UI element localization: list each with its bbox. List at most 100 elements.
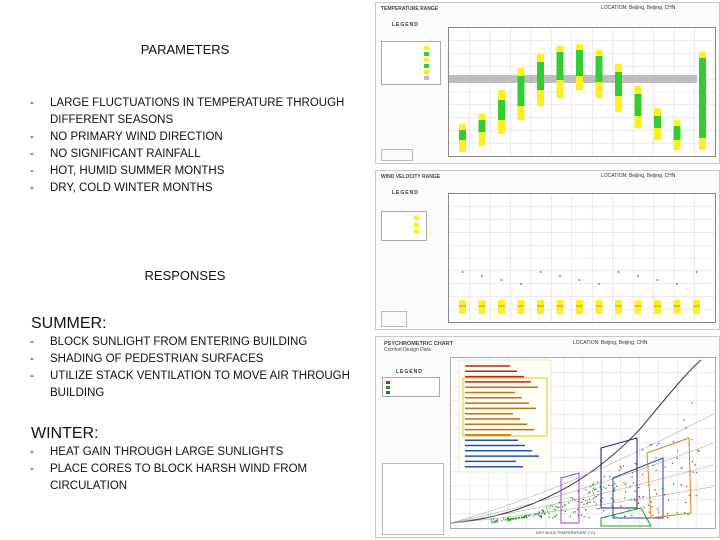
data-point — [582, 498, 585, 501]
range-bar-core — [699, 58, 706, 138]
strategy-zone — [646, 437, 692, 519]
data-point — [680, 484, 682, 486]
data-point — [634, 490, 636, 492]
data-point — [624, 491, 627, 493]
rh-curve — [450, 486, 714, 524]
data-point — [655, 493, 658, 495]
data-point — [642, 495, 645, 498]
data-point — [638, 486, 640, 489]
data-point — [676, 457, 678, 460]
range-bar-core — [537, 62, 544, 90]
data-point — [603, 510, 605, 512]
data-point — [603, 486, 605, 488]
data-point — [564, 510, 567, 512]
data-point — [593, 501, 595, 503]
data-point — [695, 471, 698, 474]
data-point — [694, 464, 696, 466]
data-point — [538, 511, 540, 513]
range-bar — [517, 300, 525, 314]
data-point — [676, 511, 678, 514]
strategy-zone — [560, 472, 580, 524]
data-point — [692, 471, 694, 473]
data-point — [613, 515, 616, 517]
range-bar-core — [576, 50, 583, 76]
data-point — [656, 444, 658, 446]
data-point — [491, 521, 493, 523]
data-point — [609, 475, 611, 478]
data-point — [654, 489, 656, 491]
data-point — [598, 507, 600, 510]
data-point — [594, 496, 596, 498]
data-point — [592, 490, 594, 492]
data-point — [589, 486, 592, 488]
legend-swatch — [424, 52, 429, 56]
wind-legend — [381, 211, 427, 241]
wind-location: LOCATION: Beijing, Beijing, CHN — [601, 173, 676, 179]
range-bar-marker — [559, 275, 561, 277]
range-bar-marker — [617, 271, 620, 273]
data-point — [597, 494, 599, 496]
range-bar — [654, 300, 661, 314]
data-point — [592, 483, 595, 485]
summer-label: SUMMER: — [31, 315, 107, 332]
legend-swatch — [424, 46, 429, 50]
data-point — [533, 515, 535, 517]
range-bar-core — [478, 120, 486, 132]
psychrometric-controls[interactable] — [382, 463, 444, 535]
comfort-zone — [600, 437, 638, 509]
wind-panel-title: WIND VELOCITY RANGE — [381, 174, 441, 180]
data-point — [690, 439, 693, 441]
summer-item: SHADING OF PEDESTRIAN SURFACES — [30, 351, 360, 368]
data-point — [507, 517, 510, 520]
range-bar-core — [673, 126, 681, 140]
rh-curve — [450, 414, 714, 524]
data-point — [622, 465, 625, 467]
data-point — [596, 481, 599, 483]
data-point — [672, 483, 675, 485]
range-bar-core — [498, 100, 505, 120]
psychrometric-panel-title: PSYCHROMETRIC CHART — [384, 341, 454, 347]
data-point — [595, 496, 598, 498]
range-bar — [537, 300, 544, 314]
rh-curve — [450, 464, 714, 524]
psychrometric-panel-subtitle: Comfort Design Data — [384, 347, 431, 353]
data-point — [602, 497, 604, 499]
strategy-zone — [600, 507, 652, 527]
data-point — [583, 515, 585, 518]
temperature-legend — [381, 41, 441, 85]
legend-swatch — [414, 223, 419, 227]
data-point — [553, 508, 556, 511]
data-point — [510, 519, 512, 521]
range-bar-core — [517, 76, 525, 106]
data-point — [541, 509, 544, 512]
wind-legend-title: LEGEND — [392, 190, 419, 196]
wind-velocity-panel: WIND VELOCITY RANGE LOCATION: Beijing, B… — [375, 170, 720, 330]
panel-controls[interactable] — [381, 149, 413, 161]
range-bar-marker — [578, 279, 581, 281]
range-bar — [615, 300, 622, 314]
parameter-item: DRY, COLD WINTER MONTHS — [30, 180, 360, 197]
psychrometric-location: LOCATION: Beijing, Beijing, CHN — [573, 340, 648, 346]
temperature-panel-title: TEMPERATURE RANGE — [381, 6, 439, 12]
data-point — [643, 506, 645, 508]
data-point — [580, 501, 583, 504]
data-point — [684, 511, 686, 514]
temperature-range-panel: TEMPERATURE RANGE LOCATION: Beijing, Bei… — [375, 2, 720, 164]
data-point — [631, 472, 634, 474]
psychrometric-chart-area — [450, 357, 716, 529]
data-point — [496, 519, 498, 521]
data-point — [520, 517, 523, 519]
legend-swatch — [414, 216, 419, 220]
data-point — [613, 500, 615, 502]
panel-controls[interactable] — [381, 311, 407, 327]
data-point — [490, 519, 492, 521]
data-point — [676, 450, 679, 452]
data-point — [549, 504, 552, 507]
data-point — [584, 488, 587, 491]
data-point — [577, 500, 579, 503]
data-point — [586, 501, 589, 503]
data-point — [535, 513, 537, 515]
range-bar — [673, 300, 681, 314]
range-bar-marker — [695, 271, 698, 273]
data-point — [650, 501, 653, 503]
